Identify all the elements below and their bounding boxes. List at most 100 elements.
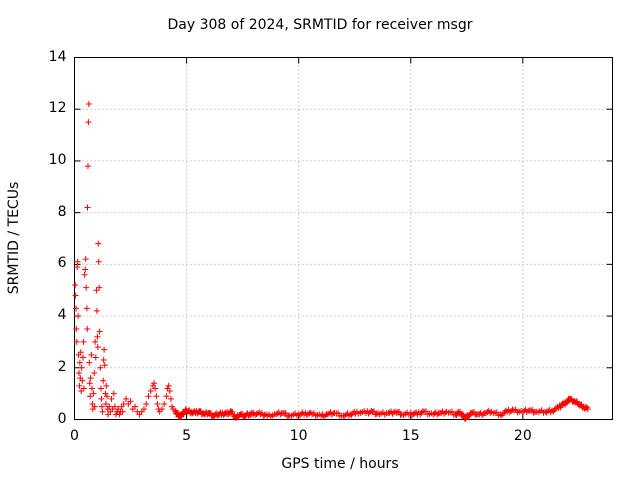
data-point (90, 390, 97, 397)
x-axis-label: GPS time / hours (281, 456, 399, 472)
data-point (161, 400, 168, 407)
data-point (75, 313, 82, 320)
data-point (97, 385, 104, 392)
data-point (345, 412, 352, 419)
y-tick-label: 10 (48, 151, 67, 168)
data-point (108, 395, 115, 402)
data-point (480, 410, 487, 417)
data-point (544, 408, 551, 415)
y-tick-label: 8 (57, 203, 67, 220)
data-point (96, 284, 103, 291)
data-point (457, 408, 464, 415)
axis-ticks (74, 57, 613, 420)
data-point (506, 409, 513, 416)
data-point (88, 385, 95, 392)
data-point (147, 388, 154, 395)
data-point (508, 407, 515, 414)
data-point (73, 305, 80, 312)
data-point (93, 287, 100, 294)
data-point (77, 349, 84, 356)
data-point (497, 411, 504, 418)
y-tick-label: 4 (57, 307, 67, 324)
data-point (95, 258, 102, 265)
data-point (127, 398, 134, 405)
data-points (72, 101, 591, 422)
data-point (550, 408, 557, 415)
data-point (295, 411, 302, 418)
data-point (78, 388, 85, 395)
data-point (584, 406, 591, 413)
data-point (86, 359, 93, 366)
data-point (76, 359, 83, 366)
data-point (85, 101, 92, 108)
data-point (320, 413, 327, 420)
data-point (104, 393, 111, 400)
data-point (94, 344, 101, 351)
data-point (116, 411, 123, 418)
data-point (99, 408, 106, 415)
data-point (88, 351, 95, 358)
data-point (422, 408, 429, 415)
data-point (106, 403, 113, 410)
data-point (74, 258, 81, 265)
data-point (92, 354, 99, 361)
data-point (84, 326, 91, 332)
data-point (151, 380, 158, 387)
data-point (448, 408, 455, 415)
data-point (282, 410, 289, 417)
data-point (101, 362, 108, 369)
data-point (493, 409, 500, 416)
data-point (166, 388, 173, 395)
data-point (143, 400, 150, 407)
data-point (84, 163, 91, 170)
data-point (74, 263, 81, 270)
data-point (98, 395, 105, 402)
data-point (91, 369, 98, 376)
y-tick-label: 14 (48, 48, 67, 65)
data-point (83, 284, 90, 291)
data-point (87, 393, 94, 400)
grid-lines (74, 57, 613, 420)
data-point (81, 271, 88, 278)
data-point (167, 395, 174, 402)
data-point (530, 409, 537, 416)
data-point (348, 411, 355, 418)
y-tick-label: 0 (57, 410, 67, 427)
data-point (165, 382, 172, 389)
data-point (281, 410, 288, 417)
data-point (502, 407, 509, 414)
data-point (369, 408, 376, 415)
data-point (72, 282, 79, 289)
data-point (132, 403, 139, 410)
data-point (73, 338, 80, 345)
data-point (335, 410, 342, 417)
x-tick-label: 0 (70, 427, 79, 444)
data-point (80, 385, 87, 392)
data-point (347, 411, 354, 418)
data-point (103, 382, 110, 389)
data-point (83, 305, 90, 312)
data-point (140, 406, 147, 413)
data-point (79, 377, 86, 384)
data-point (472, 411, 479, 418)
data-point (366, 409, 373, 416)
x-tick-label: 20 (513, 427, 532, 444)
data-point (152, 385, 159, 392)
data-point (396, 408, 403, 415)
data-point (394, 409, 401, 416)
data-point (322, 412, 329, 419)
data-point (102, 400, 109, 407)
chart-title: Day 308 of 2024, SRMTID for receiver msg… (167, 17, 473, 33)
data-point (418, 409, 425, 416)
data-point (370, 408, 377, 415)
data-point (100, 357, 107, 364)
data-point (95, 240, 102, 247)
y-tick-label: 12 (48, 100, 67, 117)
data-point (298, 410, 305, 417)
data-point (145, 393, 152, 400)
data-point (93, 307, 100, 314)
data-point (154, 400, 161, 407)
data-point (91, 403, 98, 410)
data-point (97, 364, 104, 371)
data-point (94, 333, 101, 340)
